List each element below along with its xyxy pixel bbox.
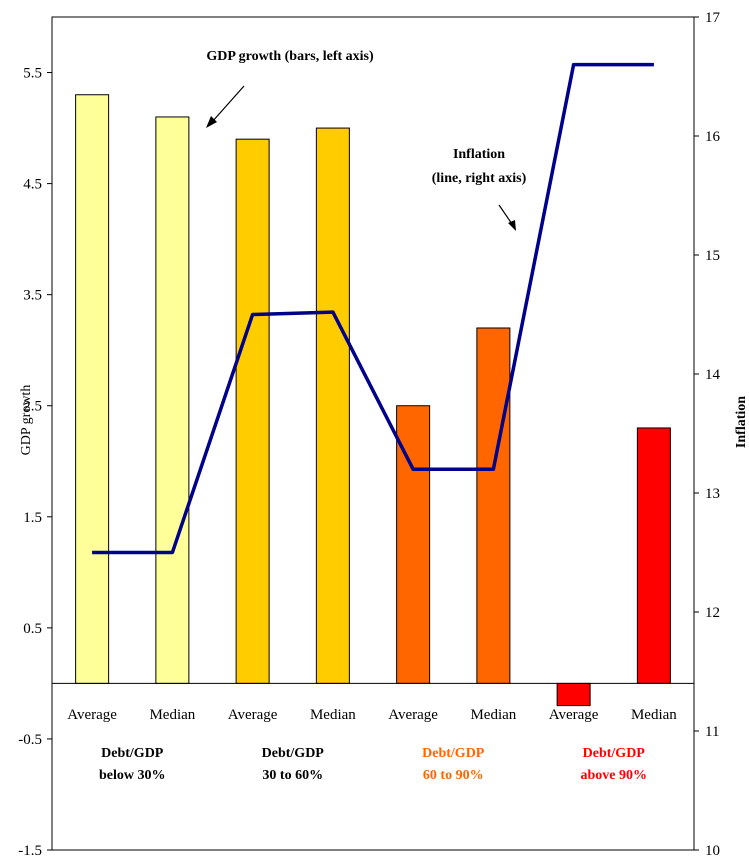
bar-5 [476,327,511,684]
left-axis: -1.5 -0.5 0.5 1.5 2.5 3.5 4.5 5.5 [18,66,52,858]
bar-1 [155,116,190,684]
right-axis-title: Inflation [734,396,749,448]
left-tick-label-2: 0.5 [23,621,42,637]
bar-6 [556,682,591,707]
category-label-2: Average [228,707,278,723]
left-axis-title: GDP growth [19,385,34,456]
category-label-0: Average [67,707,117,723]
group-label-1-line2: 30 to 60% [262,768,323,783]
annotation-gdp-arrowhead [206,116,217,128]
left-tick-label-6: 4.5 [23,177,42,193]
bar-4 [396,405,431,684]
left-tick-label-4: 2.5 [23,399,42,415]
group-label-3-line1: Debt/GDP [583,746,646,761]
plot-area [51,16,695,851]
bars-layer [75,94,671,707]
left-tick-label-1: -0.5 [18,732,42,748]
left-tick-label-7: 5.5 [23,66,42,82]
right-tick-label-3: 13 [705,486,720,502]
group-label-2-line1: Debt/GDP [422,746,485,761]
category-label-6: Average [549,707,599,723]
right-axis: 10 11 12 13 14 15 16 17 [694,10,721,858]
annotation-inflation-arrow-line [498,204,513,225]
annotation-gdp-arrow-line [211,85,245,123]
annotation-inflation-line2: (line, right axis) [432,171,527,186]
bar-3 [315,127,350,684]
group-label-0-line2: below 30% [99,768,166,783]
category-labels: Average Median Average Median Average Median A… [67,707,677,723]
group-label-3-line2: above 90% [581,768,648,783]
right-tick-label-5: 15 [705,248,720,264]
annotation-gdp-text: GDP growth (bars, left axis) [206,49,374,64]
bar-0 [75,94,110,684]
category-label-1: Median [149,707,195,723]
group-label-2-line2: 60 to 90% [423,768,484,783]
bar-2 [235,138,270,684]
left-tick-label-0: -1.5 [18,843,42,858]
right-tick-label-0: 10 [705,843,720,858]
category-label-3: Median [310,707,356,723]
category-label-7: Median [631,707,677,723]
annotation-inflation: Inflation (line, right axis) [432,147,527,231]
annotation-inflation-line1: Inflation [453,147,505,162]
left-tick-label-3: 1.5 [23,510,42,526]
bar-7 [636,427,671,684]
group-labels: Debt/GDP below 30% Debt/GDP 30 to 60% Debt/G… [99,746,647,783]
annotation-inflation-arrowhead [508,220,516,231]
category-label-5: Median [470,707,516,723]
group-label-1-line1: Debt/GDP [262,746,325,761]
left-tick-label-5: 3.5 [23,288,42,304]
annotation-gdp: GDP growth (bars, left axis) [206,49,374,128]
right-tick-label-6: 16 [705,129,721,145]
right-tick-label-2: 12 [705,605,720,621]
right-tick-label-4: 14 [705,367,721,383]
inflation-line-layer [92,62,654,555]
inflation-line [92,62,654,555]
category-label-4: Average [388,707,438,723]
right-tick-label-7: 17 [705,10,721,26]
group-label-0-line1: Debt/GDP [101,746,164,761]
right-tick-label-1: 11 [705,724,719,740]
